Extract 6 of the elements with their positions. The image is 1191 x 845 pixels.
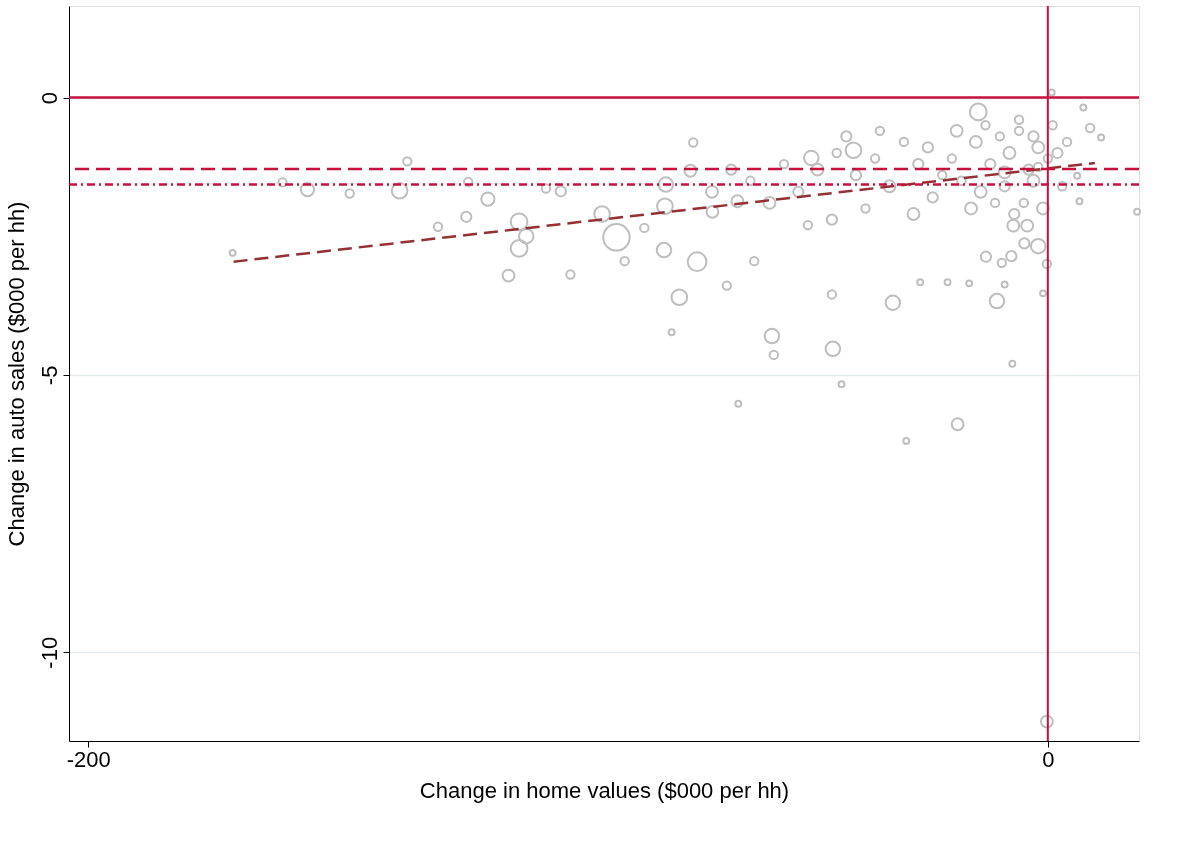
x-tick-label: -200 — [66, 746, 111, 772]
y-tick-label: -5 — [36, 365, 62, 386]
x-axis-title: Change in home values ($000 per hh) — [419, 777, 790, 803]
y-tick-label: 0 — [36, 91, 62, 105]
y-axis-title: Change in auto sales ($000 per hh) — [3, 201, 29, 547]
y-tick-label: -10 — [36, 636, 62, 669]
